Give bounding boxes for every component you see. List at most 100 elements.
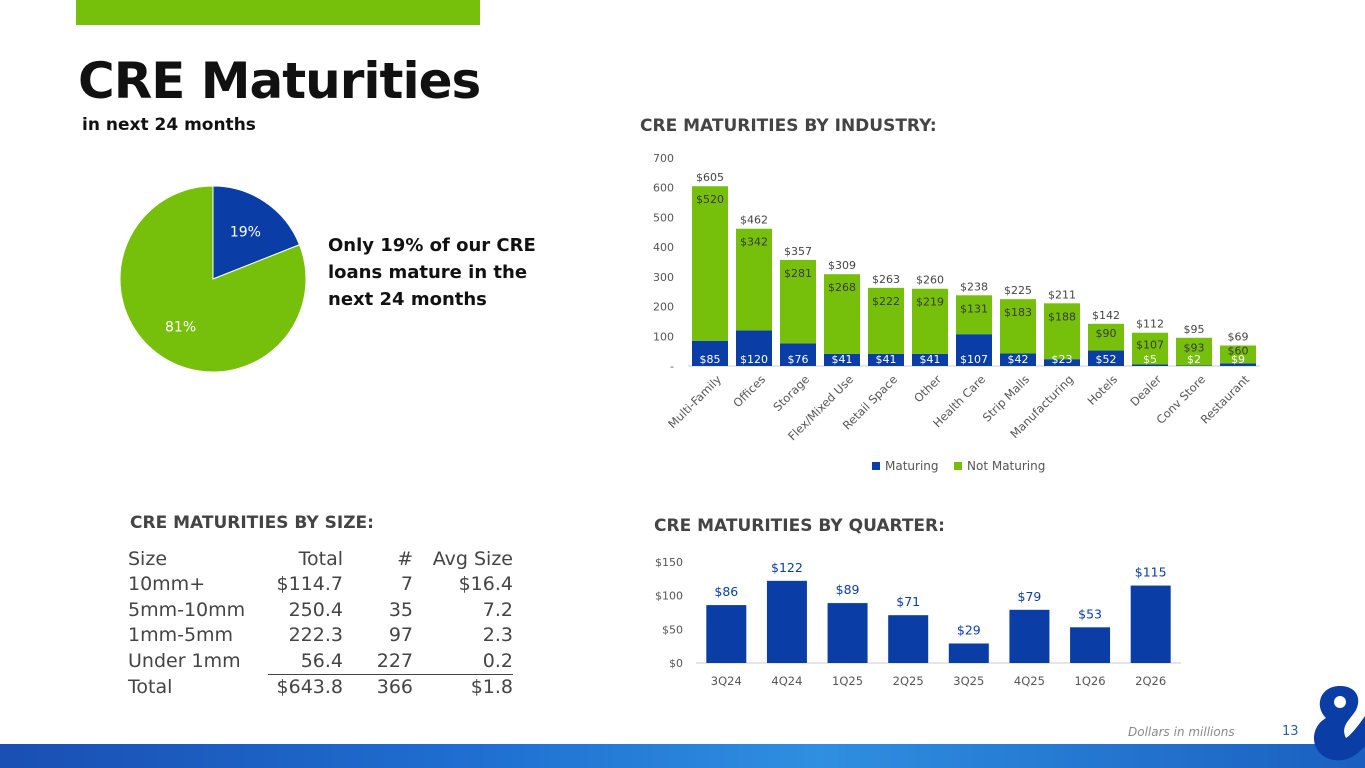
bar-total-label: $462 (740, 214, 768, 227)
bar-not-maturing (956, 295, 992, 335)
bar-data-label: $219 (916, 296, 944, 309)
x-tick-label: 3Q25 (953, 674, 984, 688)
table-cell: $643.8 (276, 676, 343, 699)
page-subtitle: in next 24 months (82, 115, 256, 135)
bar-maturing (1176, 365, 1212, 366)
table-cell: 35 (388, 598, 413, 621)
pie-slice (212, 185, 301, 280)
bar-total-label: $112 (1136, 318, 1164, 331)
table-cell: 7 (400, 573, 413, 596)
x-tick-label: 3Q24 (711, 674, 742, 688)
bar-data-label: $41 (920, 353, 941, 366)
y-tick-label: 300 (653, 271, 674, 284)
bar-data-label: $107 (960, 353, 988, 366)
footer-band (0, 744, 1365, 768)
industry-chart-title: CRE MATURITIES BY INDUSTRY: (640, 116, 937, 136)
y-tick-label: 600 (653, 182, 674, 195)
bar-data-label: $9 (1231, 353, 1245, 366)
bar-maturing (1000, 353, 1036, 366)
quarter-bar (888, 615, 929, 663)
size-table-header: Size Total # Avg Size (128, 546, 513, 572)
pie-callout-text: Only 19% of our CRE loans mature in the … (328, 235, 536, 310)
bar-data-label: $52 (1096, 353, 1117, 366)
bar-data-label: $2 (1187, 353, 1201, 366)
pie-slice-label: 81% (165, 320, 196, 336)
size-table-title: CRE MATURITIES BY SIZE: (130, 513, 374, 533)
y-tick-label: 500 (653, 211, 674, 224)
x-tick-label: 1Q25 (832, 674, 863, 688)
x-tick-label: 4Q25 (1014, 674, 1045, 688)
table-cell: 1mm-5mm (128, 624, 234, 647)
bar-data-label: $281 (784, 267, 812, 280)
bar-data-label: $89 (836, 582, 860, 597)
bar-data-label: $5 (1143, 353, 1157, 366)
bar-not-maturing (1044, 303, 1080, 360)
bar-data-label: $120 (740, 353, 768, 366)
page-title: CRE Maturities (78, 52, 481, 110)
pie-slice (119, 185, 307, 373)
bar-data-label: $86 (714, 584, 738, 599)
y-tick-label: - (670, 360, 674, 373)
table-cell: $16.4 (458, 573, 513, 596)
pie-slice-label: 19% (230, 224, 261, 240)
y-tick-label: 200 (653, 301, 674, 314)
header-cell: Avg Size (432, 547, 513, 570)
bar-total-label: $238 (960, 280, 988, 293)
bar-maturing (824, 353, 860, 366)
bar-data-label: $93 (1184, 342, 1205, 355)
units-footnote: Dollars in millions (1128, 725, 1235, 739)
table-cell: 2.3 (482, 624, 513, 647)
legend-label: Not Maturing (967, 459, 1045, 473)
bar-data-label: $41 (876, 353, 897, 366)
table-cell: 366 (376, 676, 413, 699)
y-tick-label: $150 (655, 556, 683, 569)
header-cell: Total (298, 547, 343, 570)
x-tick-label: 2Q26 (1135, 674, 1166, 688)
quarter-bar (827, 603, 868, 663)
bar-data-label: $520 (696, 193, 724, 206)
y-tick-label: $100 (655, 590, 683, 603)
bar-not-maturing (824, 274, 860, 354)
y-tick-label: $0 (669, 657, 683, 670)
bar-data-label: $183 (1004, 306, 1032, 319)
header-cell: # (397, 547, 413, 570)
bar-maturing (692, 340, 728, 366)
y-tick-label: $50 (662, 623, 683, 636)
bar-maturing (780, 343, 816, 366)
bar-total-label: $263 (872, 273, 900, 286)
table-cell: Under 1mm (128, 650, 241, 672)
bar-data-label: $342 (740, 236, 768, 249)
table-cell: 227 (343, 648, 413, 675)
quarter-bar (766, 580, 807, 663)
bar-not-maturing (1088, 323, 1124, 351)
bar-total-label: $211 (1048, 288, 1076, 301)
bar-total-label: $309 (828, 259, 856, 272)
bar-data-label: $76 (788, 353, 809, 366)
table-total-row: Total $643.8 366 $1.8 (128, 674, 513, 700)
bar-not-maturing (912, 288, 948, 354)
bar-not-maturing (736, 228, 772, 331)
bar-data-label: $107 (1136, 339, 1164, 352)
bar-not-maturing (692, 186, 728, 341)
bar-data-label: $60 (1228, 344, 1249, 357)
bar-maturing (912, 353, 948, 366)
table-row: 1mm-5mm 222.3 97 2.3 (128, 623, 513, 649)
bar-maturing (1132, 364, 1168, 366)
quarter-bar (948, 643, 989, 663)
quarter-bar (1009, 609, 1050, 663)
bar-total-label: $69 (1228, 330, 1249, 343)
table-cell: 10mm+ (128, 573, 206, 596)
x-tick-label: 1Q26 (1075, 674, 1106, 688)
bar-data-label: $71 (896, 594, 920, 609)
table-cell: 0.2 (413, 648, 513, 675)
bar-data-label: $222 (872, 295, 900, 308)
bar-total-label: $260 (916, 274, 944, 287)
bar-data-label: $23 (1052, 353, 1073, 366)
table-cell: $114.7 (276, 573, 343, 596)
bar-data-label: $53 (1078, 606, 1102, 621)
table-cell: 250.4 (288, 598, 343, 621)
bar-maturing (868, 353, 904, 366)
